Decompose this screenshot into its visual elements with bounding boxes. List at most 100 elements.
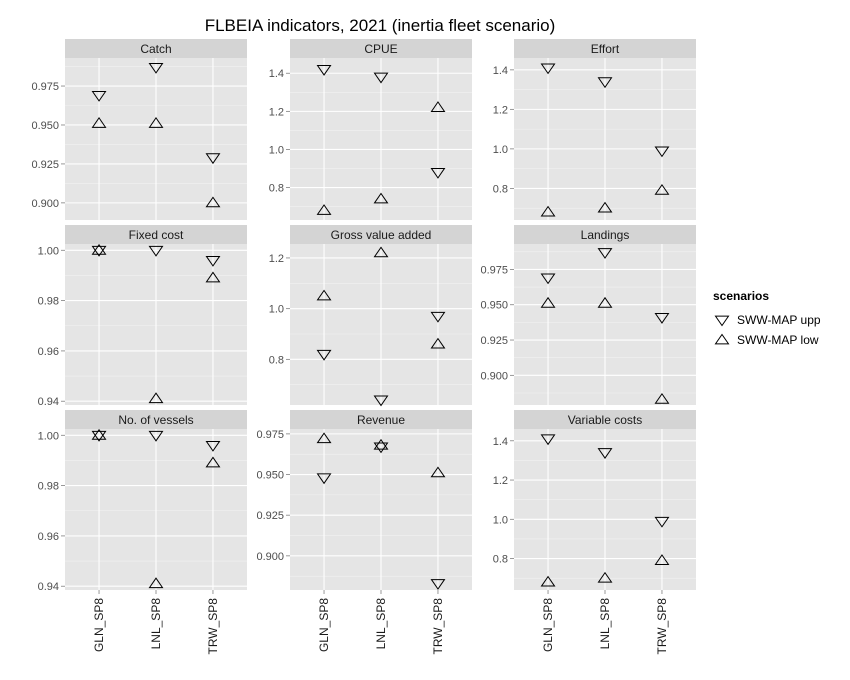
- chart-title: FLBEIA indicators, 2021 (inertia fleet s…: [204, 16, 556, 35]
- legend-key: [713, 331, 731, 349]
- point-swwmap-upp: [597, 77, 613, 89]
- facet-title: CPUE: [364, 42, 397, 56]
- point-swwmap-upp: [148, 245, 164, 257]
- point-swwmap-upp: [597, 448, 613, 459]
- point-swwmap-low: [148, 577, 164, 589]
- point-swwmap-upp: [373, 72, 389, 84]
- y-tick-label: 1.0: [493, 514, 508, 526]
- y-tick-label: 1.2: [269, 106, 284, 118]
- x-tick-label: TRW_SP8: [655, 598, 669, 655]
- legend-label: SWW-MAP upp: [737, 313, 821, 327]
- point-swwmap-upp: [654, 313, 670, 324]
- point-swwmap-upp: [540, 63, 556, 75]
- y-tick-label: 0.98: [38, 481, 59, 493]
- facet-title: No. of vessels: [118, 413, 193, 427]
- point-swwmap-low: [430, 337, 446, 349]
- y-tick-label: 0.950: [256, 470, 284, 482]
- facet-title: Revenue: [357, 413, 405, 427]
- legend-title: scenarios: [713, 289, 769, 303]
- facet-strip: [290, 39, 472, 58]
- point-swwmap-upp: [205, 255, 221, 267]
- y-tick-label: 1.2: [493, 475, 508, 487]
- y-tick-label: 1.2: [493, 104, 508, 116]
- y-tick-label: 0.975: [480, 264, 508, 276]
- point-swwmap-upp: [91, 90, 107, 102]
- point-swwmap-low: [540, 205, 556, 217]
- y-tick-label: 1.4: [269, 68, 284, 80]
- y-tick-label: 0.96: [38, 346, 59, 358]
- y-tick-label: 0.8: [269, 354, 284, 366]
- point-swwmap-low: [430, 101, 446, 112]
- x-tick-label: GLN_SP8: [317, 598, 331, 652]
- point-swwmap-low: [373, 438, 389, 450]
- y-tick-label: 1.4: [493, 436, 508, 448]
- facet-strip: [514, 39, 696, 58]
- y-tick-label: 1.0: [269, 304, 284, 316]
- facet-title: Gross value added: [331, 228, 432, 242]
- point-swwmap-upp: [316, 65, 332, 76]
- point-swwmap-low: [430, 466, 446, 478]
- x-tick-label: LNL_SP8: [374, 598, 388, 650]
- x-tick-label: TRW_SP8: [431, 598, 445, 655]
- point-swwmap-upp: [430, 167, 446, 179]
- point-swwmap-low: [597, 571, 613, 583]
- legend-key-symbol: [714, 333, 730, 345]
- y-tick-label: 0.8: [493, 183, 508, 195]
- point-swwmap-upp: [205, 440, 221, 452]
- y-tick-label: 0.900: [31, 198, 59, 210]
- point-swwmap-low: [91, 117, 107, 128]
- point-swwmap-low: [205, 196, 221, 208]
- y-tick-label: 0.98: [38, 296, 59, 308]
- point-swwmap-upp: [654, 146, 670, 158]
- point-swwmap-upp: [540, 434, 556, 446]
- y-tick-label: 0.925: [31, 159, 59, 171]
- point-swwmap-low: [654, 554, 670, 565]
- point-swwmap-low: [373, 246, 389, 258]
- point-swwmap-upp: [91, 245, 107, 257]
- x-tick-label: GLN_SP8: [92, 598, 106, 652]
- facet-strip: [290, 225, 472, 244]
- facet-strip: [514, 225, 696, 244]
- y-tick-label: 0.8: [493, 554, 508, 566]
- facet-strip: [290, 410, 472, 429]
- point-swwmap-low: [316, 432, 332, 444]
- point-swwmap-upp: [430, 311, 446, 323]
- legend-key-symbol: [714, 315, 730, 327]
- point-swwmap-upp: [316, 473, 332, 485]
- facet-title: Variable costs: [568, 413, 642, 427]
- y-tick-label: 1.0: [269, 144, 284, 156]
- y-tick-label: 0.8: [269, 183, 284, 195]
- y-tick-label: 0.925: [480, 335, 508, 347]
- y-tick-label: 1.2: [269, 253, 284, 265]
- facet-strip: [65, 410, 247, 429]
- point-swwmap-low: [148, 117, 164, 128]
- point-swwmap-upp: [316, 349, 332, 361]
- point-swwmap-low: [597, 201, 613, 213]
- point-swwmap-upp: [148, 62, 164, 74]
- y-tick-label: 1.0: [493, 144, 508, 156]
- point-swwmap-low: [540, 575, 556, 587]
- point-swwmap-low: [205, 271, 221, 283]
- point-swwmap-low: [91, 428, 107, 440]
- point-swwmap-upp: [430, 579, 446, 590]
- point-swwmap-low: [205, 456, 221, 468]
- point-swwmap-low: [373, 192, 389, 204]
- point-swwmap-upp: [373, 395, 389, 407]
- point-swwmap-low: [540, 296, 556, 308]
- y-tick-label: 0.94: [38, 581, 59, 593]
- facet-title: Fixed cost: [129, 228, 184, 242]
- y-tick-label: 1.00: [38, 245, 59, 257]
- point-swwmap-upp: [148, 430, 164, 442]
- point-swwmap-upp: [597, 248, 613, 259]
- y-tick-label: 0.975: [256, 429, 284, 441]
- facet-strip: [65, 225, 247, 244]
- x-tick-label: TRW_SP8: [206, 598, 220, 655]
- point-swwmap-low: [316, 204, 332, 215]
- point-swwmap-upp: [205, 153, 221, 165]
- point-swwmap-low: [148, 392, 164, 404]
- y-tick-label: 0.950: [480, 300, 508, 312]
- point-swwmap-low: [597, 296, 613, 308]
- facet-title: Catch: [140, 42, 171, 56]
- y-tick-label: 1.4: [493, 65, 508, 77]
